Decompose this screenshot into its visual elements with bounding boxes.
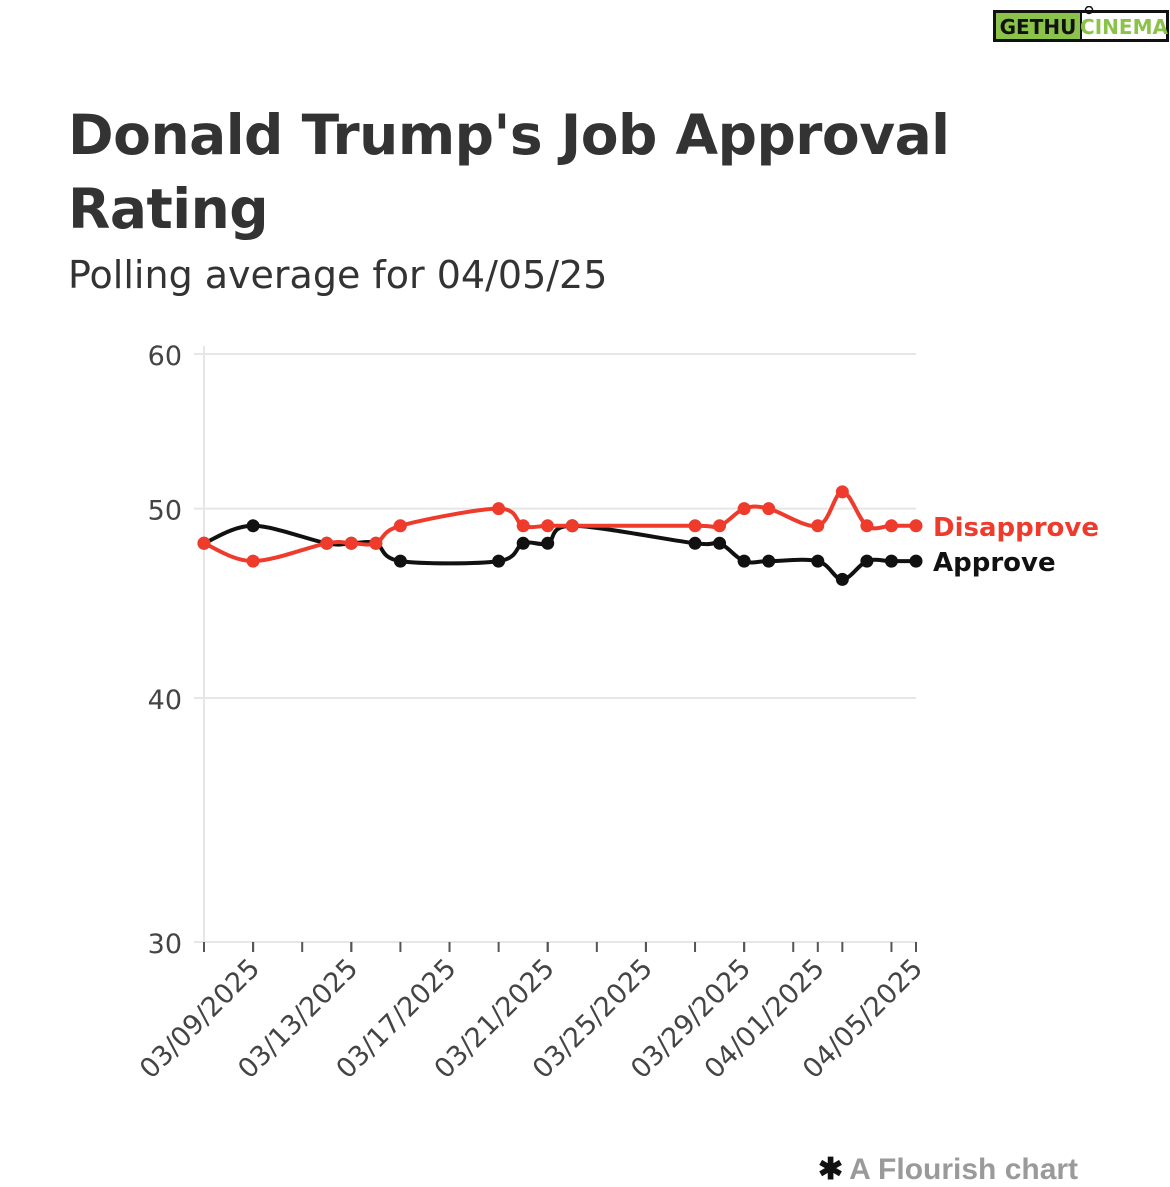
disapprove-point	[688, 519, 702, 533]
watermark-right-panel	[1082, 13, 1166, 39]
chart-title: Donald Trump's Job Approval Rating	[68, 103, 950, 241]
approve-point	[393, 554, 407, 568]
watermark-logo: GETHU CINEMA	[993, 6, 1169, 42]
disapprove-point	[492, 502, 506, 516]
approve-line	[202, 523, 918, 582]
approve-point	[541, 536, 555, 550]
disapprove-point	[884, 519, 898, 533]
disapprove-point	[860, 519, 874, 533]
disapprove-point	[713, 519, 727, 533]
series-layer	[197, 485, 923, 586]
disapprove-point	[811, 519, 825, 533]
disapprove-point	[393, 519, 407, 533]
approve-point	[688, 536, 702, 550]
approve-point	[811, 554, 825, 568]
disapprove-point	[320, 536, 334, 550]
disapprove-point	[835, 485, 849, 499]
approve-point	[492, 554, 506, 568]
disapprove-line	[202, 489, 918, 564]
disapprove-point	[565, 519, 579, 533]
approve-point	[835, 572, 849, 586]
disapprove-point	[344, 536, 358, 550]
approve-series-label: Approve	[933, 548, 1056, 578]
approve-point	[246, 519, 260, 533]
approve-point	[762, 554, 776, 568]
grid-lines	[194, 353, 916, 943]
disapprove-point	[737, 502, 751, 516]
y-tick-label: 40	[148, 685, 182, 716]
y-tick-label: 50	[148, 496, 182, 527]
disapprove-point	[541, 519, 555, 533]
approve-point	[713, 536, 727, 550]
tick-labels: 3040506003/09/202503/13/202503/17/202503…	[134, 341, 1099, 1085]
disapprove-point	[246, 554, 260, 568]
disapprove-point	[197, 536, 211, 550]
chart-subtitle: Polling average for 04/05/25	[68, 253, 608, 297]
approve-point	[909, 554, 923, 568]
approve-point	[860, 554, 874, 568]
approve-point	[884, 554, 898, 568]
watermark-text-part1: GETHU	[1000, 15, 1077, 39]
y-tick-label: 30	[148, 929, 182, 960]
disapprove-point	[516, 519, 530, 533]
y-tick-label: 60	[148, 341, 182, 372]
watermark-text-part2: CINEMA	[1080, 15, 1168, 39]
chart-axes	[194, 346, 917, 952]
disapprove-point	[369, 536, 383, 550]
approve-point	[737, 554, 751, 568]
approve-point	[516, 536, 530, 550]
watermark-left-panel	[996, 13, 1080, 39]
disapprove-point	[762, 502, 776, 516]
disapprove-point	[909, 519, 923, 533]
disapprove-series-label: Disapprove	[933, 513, 1099, 543]
camera-icon	[1084, 6, 1094, 15]
